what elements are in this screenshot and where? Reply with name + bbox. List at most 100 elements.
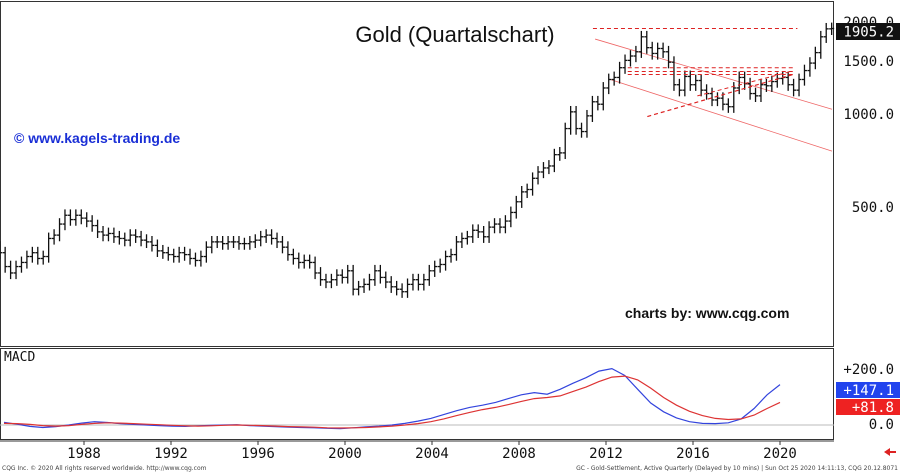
ohlc-bar: [301, 254, 307, 269]
ohlc-bar: [791, 78, 797, 97]
ohlc-bar: [513, 195, 519, 219]
macd-line: [3, 367, 781, 430]
macd-y-tick: 0.0: [869, 417, 894, 433]
ohlc-bar: [633, 45, 639, 63]
ohlc-bar: [546, 160, 552, 175]
ohlc-bar: [62, 209, 68, 231]
ohlc-bar: [176, 246, 182, 263]
x-tick-label: 1988: [67, 446, 101, 462]
ohlc-bar: [95, 219, 101, 239]
ohlc-bar: [818, 30, 824, 59]
x-tick-label: 1996: [241, 446, 275, 462]
ohlc-bar: [165, 246, 171, 261]
ohlc-bar: [584, 109, 590, 138]
ohlc-bar: [377, 264, 383, 284]
ohlc-bar: [252, 234, 258, 249]
ohlc-bar: [540, 162, 546, 179]
ohlc-bar: [388, 276, 394, 293]
ohlc-bar: [269, 229, 275, 245]
ohlc-bar: [627, 50, 633, 67]
ohlc-bar: [676, 78, 682, 97]
ohlc-bar: [415, 273, 421, 291]
ohlc-bar: [823, 22, 829, 43]
ohlc-bar: [312, 256, 318, 280]
ohlc-bar: [133, 229, 139, 243]
ohlc-bar: [579, 122, 585, 138]
ohlc-bar: [758, 78, 764, 102]
ohlc-bar: [796, 73, 802, 97]
ohlc-bar: [203, 241, 209, 263]
ohlc-bar: [829, 22, 835, 35]
last-price-badge-bg: [836, 23, 900, 40]
ohlc-bar: [785, 71, 791, 91]
last-price-badge: 1905.2: [836, 23, 900, 41]
ohlc-bar: [89, 215, 95, 232]
ohlc-bar: [644, 30, 650, 54]
x-tick-label: 2016: [676, 446, 710, 462]
ohlc-bar: [116, 230, 122, 245]
ohlc-bar: [589, 95, 595, 122]
ohlc-bar: [753, 87, 759, 102]
ohlc-bar: [714, 92, 720, 107]
macd-badge-red-bg: [836, 399, 900, 415]
y-tick-label: 500.0: [852, 200, 894, 216]
ohlc-bar: [73, 209, 79, 226]
x-tick-label: 2012: [589, 446, 623, 462]
ohlc-bar: [225, 236, 231, 250]
ohlc-bar: [812, 46, 818, 70]
y-tick-label: 1000.0: [843, 107, 894, 123]
ohlc-bar: [84, 212, 90, 228]
ohlc-bar: [24, 250, 30, 269]
ohlc-bar: [285, 241, 291, 261]
ohlc-bar: [339, 269, 345, 284]
ohlc-bar: [214, 236, 220, 249]
ohlc-bar: [383, 271, 389, 289]
ohlc-bar: [263, 229, 269, 243]
ohlc-bar: [638, 30, 644, 58]
ohlc-bar: [725, 98, 731, 113]
ohlc-bar: [405, 278, 411, 298]
ohlc-bar: [67, 209, 73, 226]
ohlc-bar: [127, 229, 133, 247]
ohlc-bar: [198, 250, 204, 267]
macd-badge-blue-bg: [836, 382, 900, 398]
x-tick-label: 2008: [502, 446, 536, 462]
macd-panel-frame: [0, 348, 834, 440]
ohlc-bar: [40, 250, 46, 265]
footer-right: GC - Gold-Settlement, Active Quarterly (…: [576, 465, 898, 472]
ohlc-bar: [486, 221, 492, 243]
ohlc-bar: [573, 105, 579, 135]
ohlc-bar: [122, 232, 128, 247]
x-tick-label: 2004: [415, 446, 449, 462]
ohlc-bar: [399, 283, 405, 298]
ohlc-bar: [464, 230, 470, 245]
ohlc-bar: [279, 236, 285, 254]
x-tick-label: 2000: [328, 446, 362, 462]
ohlc-bar: [443, 250, 449, 271]
ohlc-bar: [551, 148, 557, 173]
ohlc-bar: [801, 64, 807, 86]
ohlc-bar: [328, 273, 334, 289]
ohlc-bar: [421, 273, 427, 291]
support-lines: [592, 27, 798, 118]
ohlc-bar: [720, 92, 726, 111]
ohlc-bar: [51, 229, 57, 245]
ohlc-bar: [105, 227, 111, 242]
arrow-left-icon[interactable]: [884, 448, 896, 456]
ohlc-bar: [736, 71, 742, 95]
ohlc-bar: [459, 232, 465, 249]
ohlc-bar: [35, 246, 41, 265]
ohlc-bar: [671, 56, 677, 91]
chart-title: Gold (Quartalschart): [355, 22, 554, 47]
macd-badge-red-label: +81.8: [852, 400, 894, 416]
ohlc-bar: [100, 225, 106, 242]
ohlc-bar: [448, 248, 454, 263]
ohlc-bar: [307, 254, 313, 269]
ohlc-bar: [807, 57, 813, 77]
ohlc-bar: [46, 232, 52, 263]
ohlc-bar: [18, 256, 24, 273]
watermark-link[interactable]: © www.kagels-trading.de: [14, 130, 180, 146]
ohlc-bar: [481, 225, 487, 243]
ohlc-bar: [323, 273, 329, 289]
